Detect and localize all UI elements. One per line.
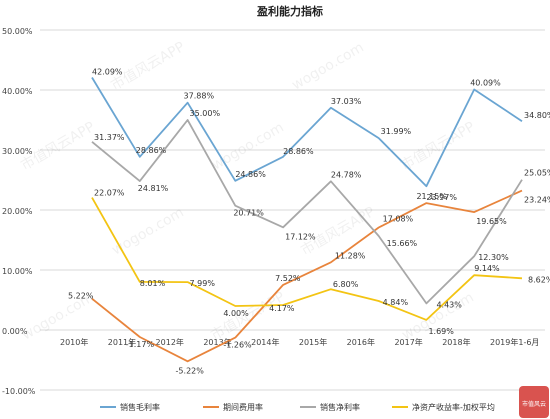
legend: 销售毛利率 期间费用率 销售净利率 净资产收益率-加权平均: [100, 402, 495, 412]
data-label: 1.69%: [428, 327, 454, 336]
data-label: 21.15%: [416, 192, 447, 201]
y-tick-label: -10.00%: [2, 387, 36, 396]
data-label: 4.43%: [436, 300, 462, 309]
logo-badge-icon: [519, 386, 549, 418]
data-label: 23.24%: [524, 196, 550, 205]
data-label: 19.65%: [476, 217, 507, 226]
gridlines: [40, 29, 545, 391]
data-label: 23.97%: [426, 193, 457, 202]
data-label: 4.84%: [383, 298, 409, 307]
x-tick-label: 2019年1-6月: [490, 337, 539, 347]
data-label: 25.05%: [524, 169, 550, 178]
data-label: 24.86%: [235, 170, 266, 179]
data-label: 42.09%: [92, 67, 123, 76]
data-label: 4.17%: [269, 304, 295, 313]
data-label: 24.81%: [138, 184, 169, 193]
data-label: 8.62%: [528, 275, 550, 284]
logo-text: 市值风云: [522, 400, 546, 408]
legend-label: 期间费用率: [223, 402, 263, 412]
data-label: 37.03%: [331, 97, 362, 106]
series-line: [91, 197, 523, 321]
series-line: [91, 119, 523, 305]
data-label: -5.22%: [176, 366, 205, 375]
x-tick-label: 2016年: [347, 337, 375, 347]
data-label: -1.17%: [126, 340, 155, 349]
y-tick-label: 10.00%: [2, 267, 33, 276]
x-tick-label: 2013年: [203, 337, 231, 347]
y-tick-label: 50.00%: [2, 27, 33, 36]
data-label: 12.30%: [478, 253, 509, 262]
y-tick-label: 0.00%: [2, 327, 28, 336]
y-tick-label: 30.00%: [2, 147, 33, 156]
data-label: 37.88%: [184, 92, 215, 101]
data-label: 4.00%: [223, 309, 249, 318]
data-label: 31.37%: [94, 133, 125, 142]
data-label: 9.14%: [474, 264, 500, 273]
data-label: 22.07%: [94, 189, 125, 198]
data-label: 17.12%: [285, 232, 316, 241]
data-label: 8.01%: [140, 279, 166, 288]
data-label: 17.08%: [383, 215, 414, 224]
data-label: 28.86%: [283, 147, 314, 156]
data-label: 28.86%: [136, 146, 167, 155]
data-label: 7.99%: [190, 279, 216, 288]
data-labels: 42.09% 28.86% 37.88% 24.86% 28.86% 37.03% 31.9…: [68, 67, 550, 375]
data-label: -1.26%: [223, 341, 252, 350]
x-tick-label: 2011年: [108, 337, 136, 347]
data-label: 5.22%: [68, 292, 94, 301]
series-line: [91, 189, 523, 363]
x-tick-label: 2017年: [394, 337, 422, 347]
x-tick-label: 2018年: [442, 337, 470, 347]
x-tick-label: 2010年: [60, 337, 88, 347]
y-tick-label: 40.00%: [2, 87, 33, 96]
data-label: 20.71%: [233, 209, 264, 218]
data-label: 11.28%: [335, 251, 366, 260]
x-tick-label: 2012年: [156, 337, 184, 347]
data-label: 35.00%: [190, 109, 221, 118]
legend-label: 销售毛利率: [120, 402, 160, 412]
data-label: 24.78%: [331, 170, 362, 179]
data-label: 31.99%: [381, 127, 412, 136]
legend-label: 销售净利率: [320, 402, 360, 412]
y-axis: -10.00% 0.00% 10.00% 20.00% 30.00% 40.00% 50.0…: [2, 27, 36, 396]
data-label: 40.09%: [470, 78, 501, 87]
corner-logo: 市值风云: [519, 386, 549, 418]
y-tick-label: 20.00%: [2, 207, 33, 216]
chart-title: 盈利能力指标: [256, 4, 323, 18]
legend-label: 净资产收益率-加权平均: [412, 402, 495, 412]
series-lines: [91, 77, 523, 363]
data-label: 15.66%: [387, 239, 418, 248]
x-axis: 2010年 2011年 2012年 2013年 2014年 2015年 2016年 2017年…: [60, 337, 539, 347]
x-tick-label: 2015年: [299, 337, 327, 347]
data-label: 7.52%: [275, 274, 301, 283]
data-label: 6.80%: [333, 280, 359, 289]
data-label: 34.80%: [524, 111, 550, 120]
series-line: [91, 77, 523, 188]
x-tick-label: 2014年: [251, 337, 279, 347]
